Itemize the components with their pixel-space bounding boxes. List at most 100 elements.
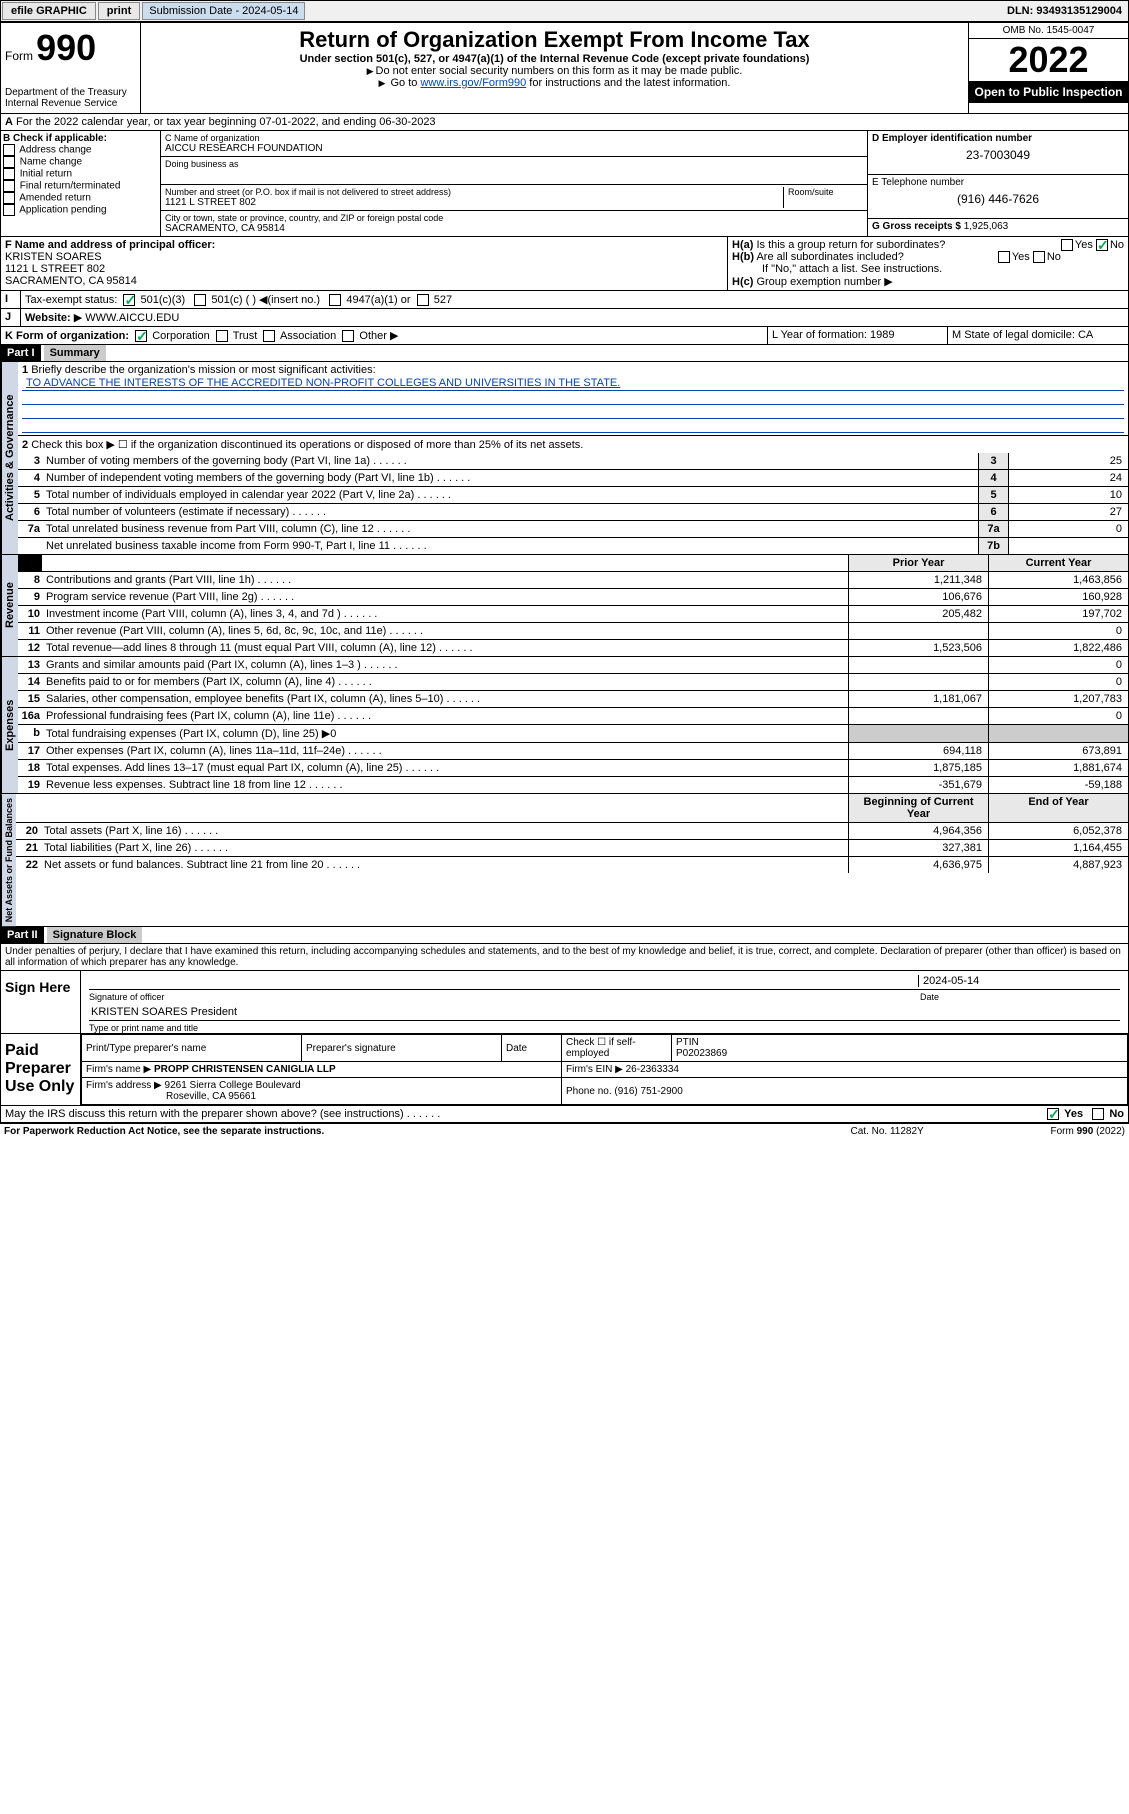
section-expenses: Expenses 13Grants and similar amounts pa… (0, 657, 1129, 794)
discuss-yes[interactable] (1047, 1108, 1059, 1120)
row-j: J Website: ▶ WWW.AICCU.EDU (0, 309, 1129, 327)
ein: 23-7003049 (872, 148, 1124, 162)
table-row: 6Total number of volunteers (estimate if… (18, 504, 1128, 521)
firm-ein: 26-2363334 (626, 1064, 679, 1075)
org-name: AICCU RESEARCH FOUNDATION (165, 143, 863, 154)
ha-no[interactable] (1096, 239, 1108, 251)
tax-year: 2022 (969, 39, 1128, 81)
table-row: 10Investment income (Part VIII, column (… (18, 606, 1128, 623)
section-fh: F Name and address of principal officer:… (0, 237, 1129, 291)
section-governance: Activities & Governance 1 Briefly descri… (0, 362, 1129, 555)
website: WWW.AICCU.EDU (85, 312, 179, 324)
table-row: Net unrelated business taxable income fr… (18, 538, 1128, 554)
table-row: bTotal fundraising expenses (Part IX, co… (18, 725, 1128, 743)
telephone: (916) 446-7626 (872, 192, 1124, 206)
table-row: 14Benefits paid to or for members (Part … (18, 674, 1128, 691)
submission-date: Submission Date - 2024-05-14 (142, 2, 305, 20)
boxb-item: Final return/terminated (3, 180, 158, 192)
firm-name: PROPP CHRISTENSEN CANIGLIA LLP (154, 1064, 336, 1075)
table-row: 19Revenue less expenses. Subtract line 1… (18, 777, 1128, 793)
ha-yes[interactable] (1061, 239, 1073, 251)
table-row: 5Total number of individuals employed in… (18, 487, 1128, 504)
box-c: C Name of organization AICCU RESEARCH FO… (161, 131, 868, 236)
table-row: 13Grants and similar amounts paid (Part … (18, 657, 1128, 674)
subtitle-3: Go to www.irs.gov/Form990 for instructio… (145, 77, 964, 89)
org-city: SACRAMENTO, CA 95814 (165, 223, 863, 234)
boxb-item: Address change (3, 144, 158, 156)
box-de: D Employer identification number 23-7003… (868, 131, 1128, 236)
officer-sig-name: KRISTEN SOARES President (91, 1006, 237, 1018)
table-row: 8Contributions and grants (Part VIII, li… (18, 572, 1128, 589)
discuss-row: May the IRS discuss this return with the… (0, 1106, 1129, 1123)
declaration: Under penalties of perjury, I declare th… (0, 944, 1129, 971)
table-row: 22Net assets or fund balances. Subtract … (16, 857, 1128, 873)
table-row: 9Program service revenue (Part VIII, lin… (18, 589, 1128, 606)
i-501c[interactable] (194, 294, 206, 306)
form-ref: Form 990 (2022) (1051, 1126, 1125, 1137)
table-row: 21Total liabilities (Part X, line 26)327… (16, 840, 1128, 857)
dln: DLN: 93493135129004 (1001, 3, 1128, 19)
form-label: Form (5, 49, 33, 63)
row-a-period: A For the 2022 calendar year, or tax yea… (0, 114, 1129, 131)
firm-phone: (916) 751-2900 (614, 1086, 682, 1097)
section-revenue: Revenue b Prior Year Current Year 8Contr… (0, 555, 1129, 657)
hb-yes[interactable] (998, 251, 1010, 263)
ptin: P02023869 (676, 1048, 727, 1059)
preparer-table: Print/Type preparer's name Preparer's si… (81, 1034, 1128, 1105)
boxb-item: Name change (3, 156, 158, 168)
footer: For Paperwork Reduction Act Notice, see … (0, 1123, 1129, 1139)
form-header: Form 990 Department of the Treasury Inte… (0, 22, 1129, 114)
part2-header: Part II Signature Block (0, 927, 1129, 944)
boxb-item: Initial return (3, 168, 158, 180)
omb-number: OMB No. 1545-0047 (969, 23, 1128, 39)
efile-button[interactable]: efile GRAPHIC (2, 2, 96, 20)
print-button[interactable]: print (98, 2, 140, 20)
row-i: I Tax-exempt status: 501(c)(3) 501(c) ( … (0, 291, 1129, 309)
table-row: 20Total assets (Part X, line 16)4,964,35… (16, 823, 1128, 840)
sign-here-block: Sign Here 2024-05-14 Signature of office… (0, 971, 1129, 1034)
part1-header: Part I Summary (0, 345, 1129, 362)
section-bcde: B Check if applicable: Address change Na… (0, 131, 1129, 237)
irs-link[interactable]: www.irs.gov/Form990 (420, 77, 526, 89)
gross-receipts: 1,925,063 (964, 221, 1009, 232)
toolbar: efile GRAPHIC print Submission Date - 20… (0, 0, 1129, 22)
table-row: 4Number of independent voting members of… (18, 470, 1128, 487)
form-title: Return of Organization Exempt From Incom… (145, 27, 964, 53)
sig-date-value: 2024-05-14 (918, 975, 1118, 987)
discuss-no[interactable] (1092, 1108, 1104, 1120)
box-b: B Check if applicable: Address change Na… (1, 131, 161, 236)
table-row: 18Total expenses. Add lines 13–17 (must … (18, 760, 1128, 777)
firm-addr: 9261 Sierra College Boulevard (165, 1080, 301, 1091)
section-net-assets: Net Assets or Fund Balances Beginning of… (0, 794, 1129, 927)
mission-text: TO ADVANCE THE INTERESTS OF THE ACCREDIT… (22, 376, 1124, 391)
boxb-item: Application pending (3, 204, 158, 216)
year-formation: L Year of formation: 1989 (768, 327, 948, 344)
state-domicile: M State of legal domicile: CA (948, 327, 1128, 344)
table-row: 16aProfessional fundraising fees (Part I… (18, 708, 1128, 725)
paid-preparer-block: Paid Preparer Use Only Print/Type prepar… (0, 1034, 1129, 1106)
i-4947[interactable] (329, 294, 341, 306)
form-number: 990 (36, 27, 96, 68)
k-corp[interactable] (135, 330, 147, 342)
table-row: 17Other expenses (Part IX, column (A), l… (18, 743, 1128, 760)
table-row: 7aTotal unrelated business revenue from … (18, 521, 1128, 538)
subtitle-1: Under section 501(c), 527, or 4947(a)(1)… (145, 53, 964, 65)
org-address: 1121 L STREET 802 (165, 197, 783, 208)
officer-name: KRISTEN SOARES (5, 251, 102, 263)
table-row: 11Other revenue (Part VIII, column (A), … (18, 623, 1128, 640)
open-to-public: Open to Public Inspection (969, 81, 1128, 103)
irs-label: Internal Revenue Service (5, 98, 136, 109)
table-row: 15Salaries, other compensation, employee… (18, 691, 1128, 708)
k-other[interactable] (342, 330, 354, 342)
row-klm: K Form of organization: Corporation Trus… (0, 327, 1129, 345)
k-assoc[interactable] (263, 330, 275, 342)
boxb-item: Amended return (3, 192, 158, 204)
hb-no[interactable] (1033, 251, 1045, 263)
dept-treasury: Department of the Treasury (5, 87, 136, 98)
i-527[interactable] (417, 294, 429, 306)
i-501c3[interactable] (123, 294, 135, 306)
subtitle-2: Do not enter social security numbers on … (145, 65, 964, 77)
table-row: 12Total revenue—add lines 8 through 11 (… (18, 640, 1128, 656)
table-row: 3Number of voting members of the governi… (18, 453, 1128, 470)
k-trust[interactable] (216, 330, 228, 342)
